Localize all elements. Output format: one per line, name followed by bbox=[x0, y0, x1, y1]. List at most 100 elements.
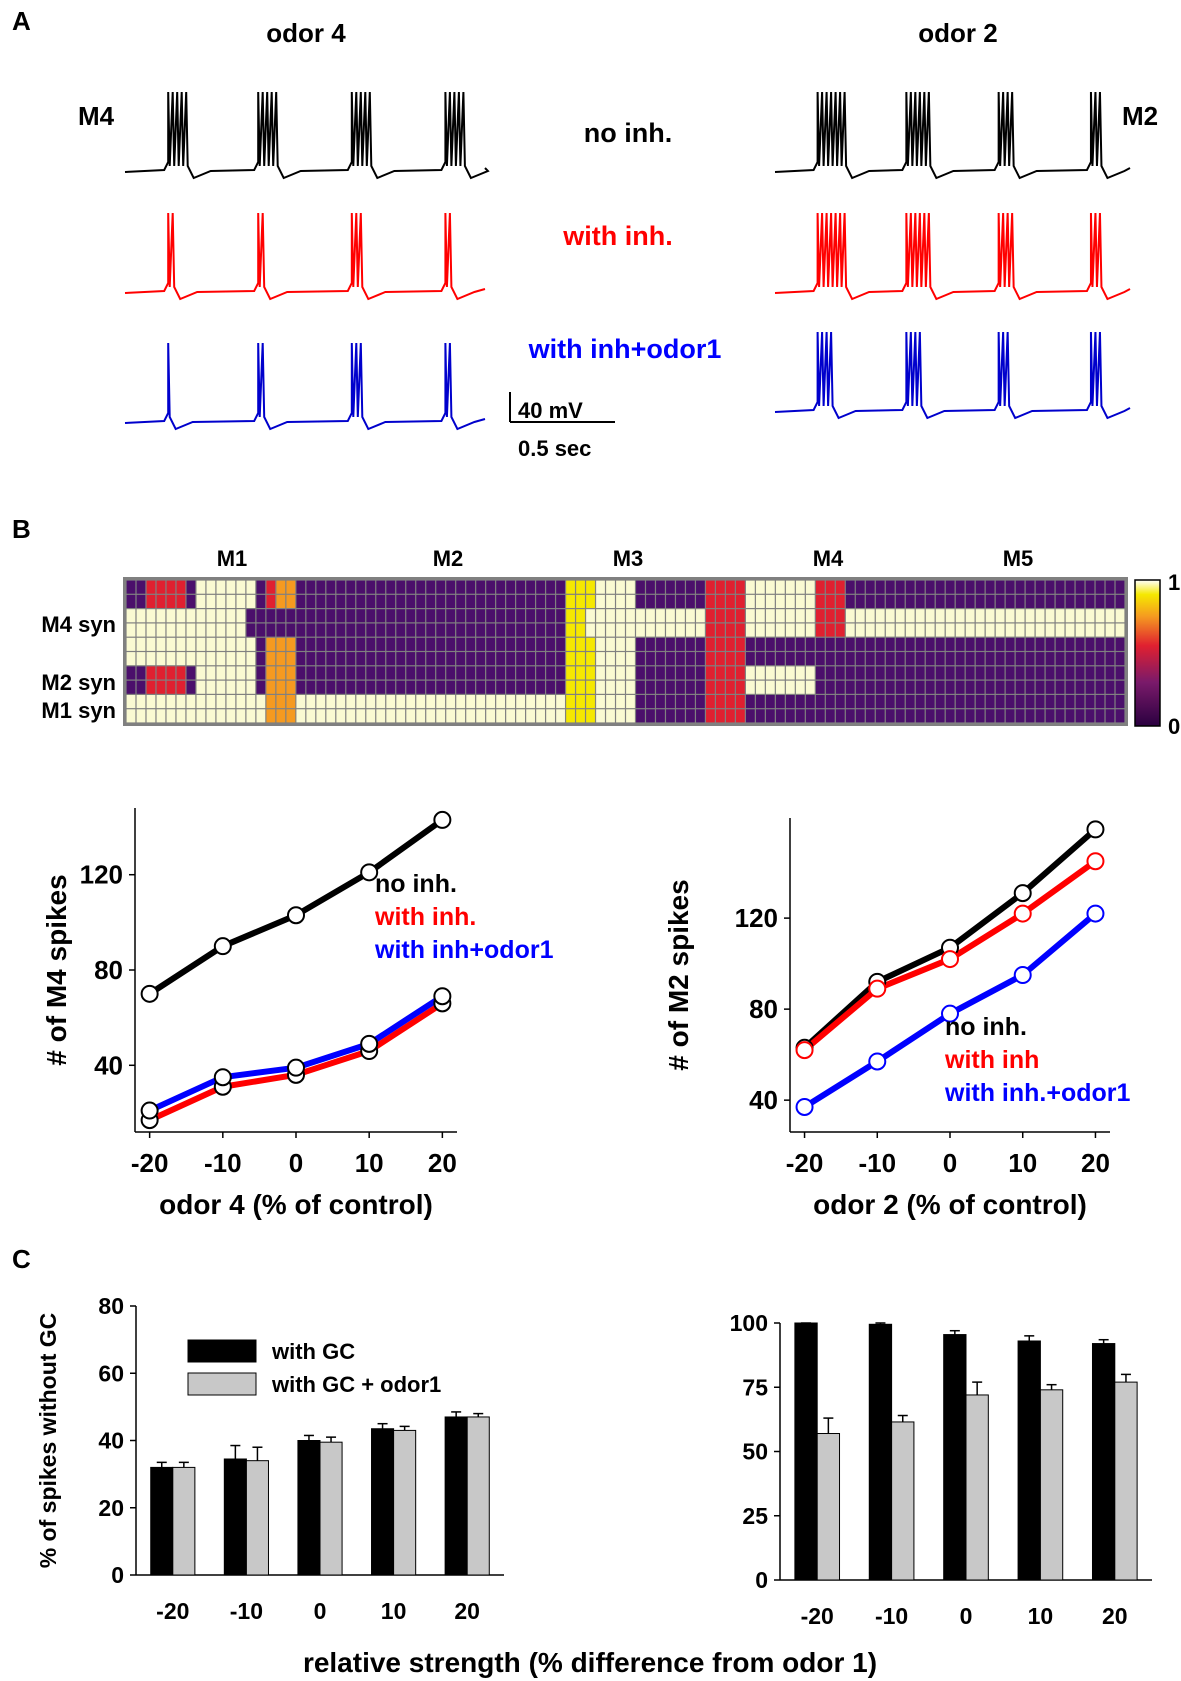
raster-cell bbox=[775, 709, 785, 723]
y-tick-label: 25 bbox=[742, 1503, 768, 1529]
raster-cell bbox=[865, 594, 875, 608]
raster-cell bbox=[885, 666, 895, 680]
raster-cell bbox=[316, 666, 326, 680]
raster-cell bbox=[206, 652, 216, 666]
raster-cell bbox=[326, 623, 336, 637]
y-tick-label: 80 bbox=[98, 1293, 124, 1319]
raster-cell bbox=[995, 652, 1005, 666]
raster-cell bbox=[1075, 709, 1085, 723]
raster-cell bbox=[416, 709, 426, 723]
raster-cell bbox=[656, 695, 665, 709]
raster-cell bbox=[1005, 652, 1015, 666]
raster-cell bbox=[696, 666, 705, 680]
raster-cell bbox=[576, 580, 585, 594]
raster-cell bbox=[666, 637, 675, 651]
raster-cell bbox=[1115, 637, 1125, 651]
raster-cell bbox=[316, 652, 326, 666]
raster-cell bbox=[576, 680, 585, 694]
raster-cell bbox=[386, 652, 396, 666]
raster-cell bbox=[1085, 695, 1095, 709]
raster-cell bbox=[426, 623, 436, 637]
raster-cell bbox=[815, 680, 825, 694]
raster-cell bbox=[765, 680, 775, 694]
data-point bbox=[795, 1041, 814, 1060]
raster-cell bbox=[696, 594, 705, 608]
legend-label: with inh bbox=[944, 1046, 1039, 1074]
raster-cell bbox=[596, 623, 605, 637]
raster-cell bbox=[596, 666, 605, 680]
raster-cell bbox=[815, 580, 825, 594]
raster-cell bbox=[1015, 623, 1025, 637]
raster-cell bbox=[835, 594, 845, 608]
raster-cell bbox=[196, 666, 206, 680]
raster-cell bbox=[795, 580, 805, 594]
raster-cell bbox=[176, 680, 186, 694]
raster-cell bbox=[656, 666, 665, 680]
raster-cell bbox=[456, 594, 466, 608]
raster-cell bbox=[716, 695, 725, 709]
raster-cell bbox=[126, 680, 136, 694]
raster-cell bbox=[126, 609, 136, 623]
raster-cell bbox=[576, 609, 585, 623]
raster-cell bbox=[845, 580, 855, 594]
raster-cell bbox=[496, 637, 506, 651]
raster-cell bbox=[1085, 609, 1095, 623]
raster-cell bbox=[905, 637, 915, 651]
raster-cell bbox=[755, 637, 765, 651]
raster-cell bbox=[156, 709, 166, 723]
raster-cell bbox=[1095, 695, 1105, 709]
raster-cell bbox=[845, 609, 855, 623]
raster-cell bbox=[226, 623, 236, 637]
legend-label: with inh.+odor1 bbox=[944, 1079, 1131, 1107]
raster-cell bbox=[526, 695, 535, 709]
data-point bbox=[1086, 904, 1105, 923]
raster-cell bbox=[1055, 709, 1065, 723]
raster-cell bbox=[256, 695, 266, 709]
y-tick-label: 80 bbox=[94, 955, 123, 985]
raster-cell bbox=[286, 580, 296, 594]
x-tick-label: -10 bbox=[858, 1148, 896, 1178]
raster-cell bbox=[895, 623, 905, 637]
raster-cell bbox=[636, 609, 645, 623]
raster-cell bbox=[526, 709, 535, 723]
raster-cell bbox=[556, 594, 565, 608]
raster-cell bbox=[536, 652, 545, 666]
raster-cell bbox=[775, 580, 785, 594]
raster-cell bbox=[346, 709, 356, 723]
raster-cell bbox=[476, 652, 486, 666]
raster-cell bbox=[536, 709, 545, 723]
raster-cell bbox=[1115, 652, 1125, 666]
raster-cell bbox=[176, 594, 186, 608]
y-tick-label: 80 bbox=[749, 994, 778, 1024]
raster-cell bbox=[456, 623, 466, 637]
y-axis-label: # of M2 spikes bbox=[663, 879, 694, 1070]
raster-cell bbox=[855, 666, 865, 680]
raster-cell bbox=[1085, 652, 1095, 666]
raster-cell bbox=[566, 666, 575, 680]
bar bbox=[444, 1416, 468, 1576]
raster-cell bbox=[446, 594, 456, 608]
raster-cell bbox=[626, 680, 635, 694]
raster-cell bbox=[236, 594, 246, 608]
x-tick-label: 10 bbox=[1008, 1148, 1037, 1178]
raster-cell bbox=[256, 594, 266, 608]
raster-cell bbox=[825, 666, 835, 680]
raster-cell bbox=[975, 609, 985, 623]
raster-cell bbox=[586, 652, 595, 666]
colorbar bbox=[1134, 579, 1161, 727]
raster-cell bbox=[206, 594, 216, 608]
raster-cell bbox=[426, 637, 436, 651]
raster-cell bbox=[905, 580, 915, 594]
raster-cell bbox=[825, 637, 835, 651]
raster-cell bbox=[775, 594, 785, 608]
raster-cell bbox=[136, 666, 146, 680]
raster-cell bbox=[566, 637, 575, 651]
raster-cell bbox=[266, 652, 276, 666]
raster-cell bbox=[1115, 680, 1125, 694]
raster-cell bbox=[656, 623, 665, 637]
raster-cell bbox=[186, 652, 196, 666]
x-tick-label: 0 bbox=[314, 1598, 327, 1624]
raster-cell bbox=[726, 609, 735, 623]
raster-cell bbox=[865, 695, 875, 709]
raster-cell bbox=[276, 695, 286, 709]
